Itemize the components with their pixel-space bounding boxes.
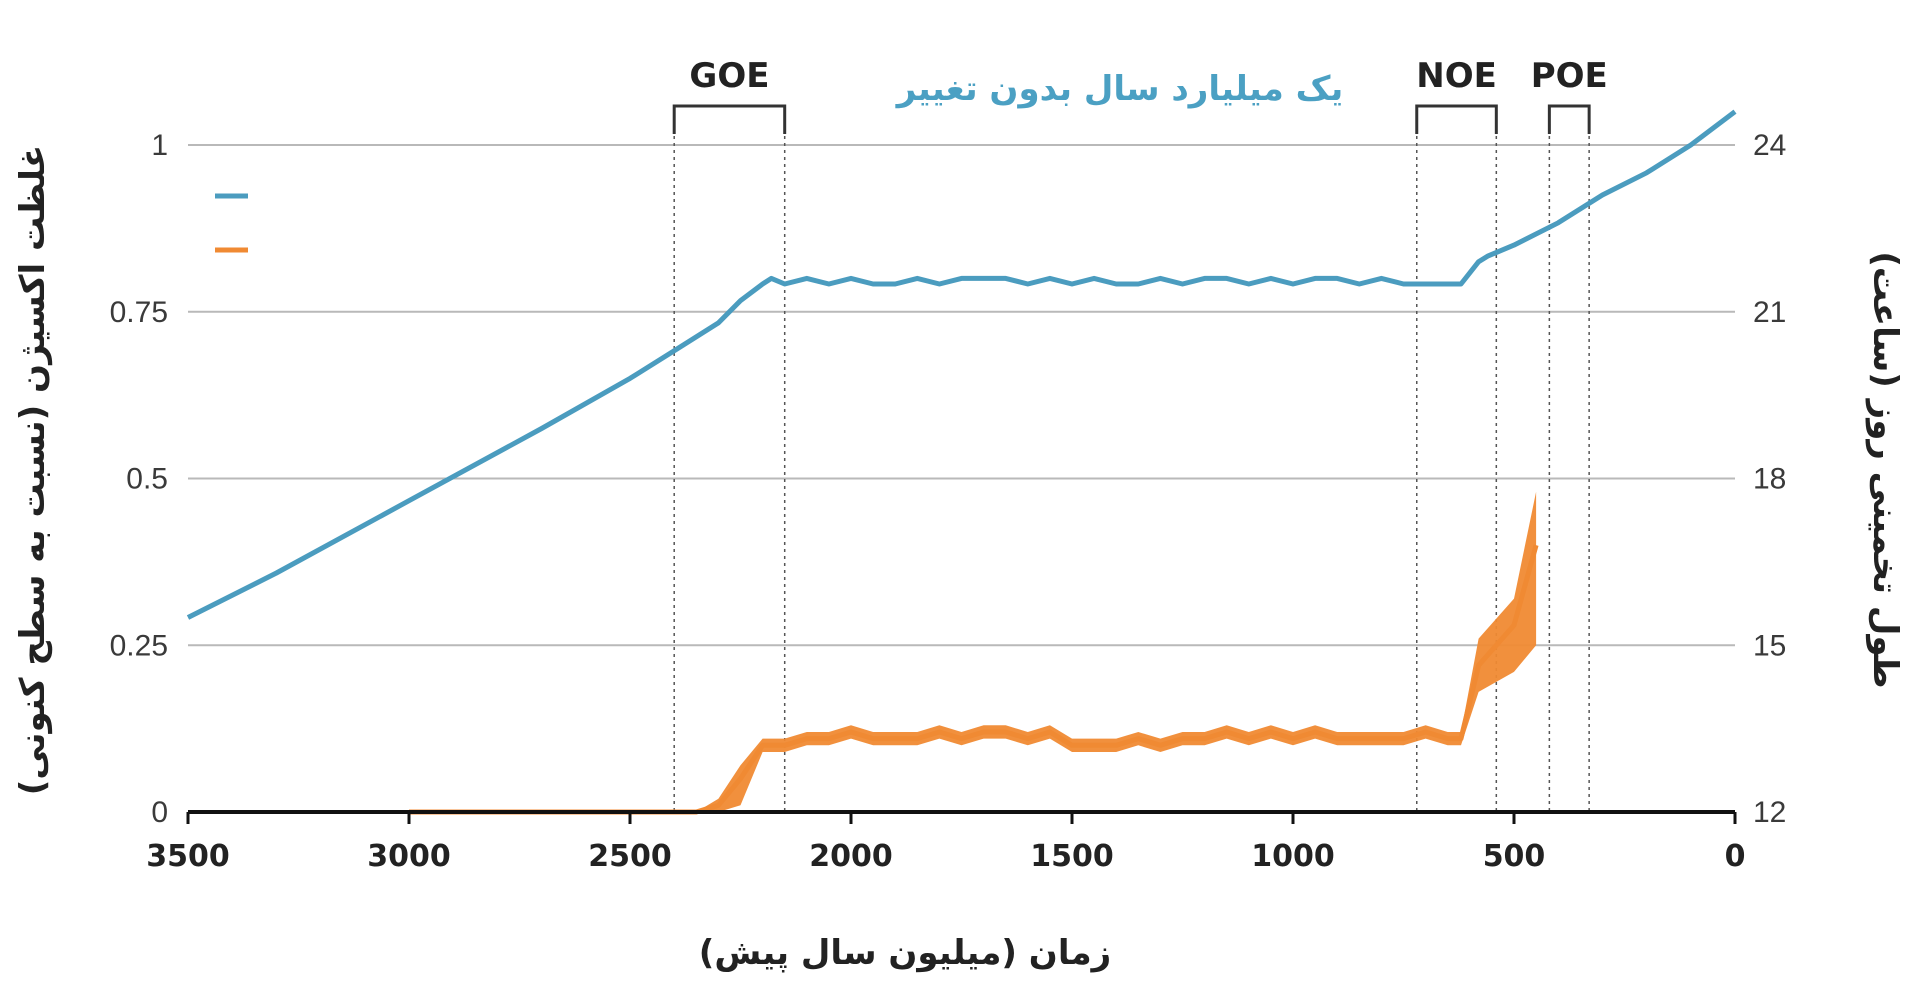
y-right-tick-label: 18 — [1753, 463, 1786, 496]
y-left-tick-label: 0.25 — [110, 629, 168, 662]
era-bracket — [672, 104, 787, 134]
y-left-tick-label: 1 — [151, 129, 168, 162]
x-tick-label: 2500 — [588, 839, 672, 874]
series-line — [409, 544, 1539, 815]
x-tick-label: 2000 — [809, 839, 893, 874]
era-label: NOE — [1416, 56, 1497, 96]
y-left-tick-label: 0 — [151, 796, 168, 829]
series-band — [409, 491, 1537, 812]
y-left-tick-label: 0.5 — [126, 463, 168, 496]
y-left-axis-title: غلظت اکسیژن (نسبت به سطح کنونی) — [13, 145, 53, 795]
x-tick-label: 3000 — [367, 839, 451, 874]
legend — [215, 193, 248, 253]
annotation-text: یک میلیارد سال بدون تغییر — [895, 69, 1344, 109]
grid-lines — [188, 144, 1735, 647]
y-left-tick-label: 0.75 — [110, 296, 168, 329]
x-tick-label: 3500 — [146, 839, 230, 874]
era-label: GOE — [689, 56, 769, 96]
y-right-axis-title: طول تخمینی روز (ساعت) — [1865, 251, 1905, 688]
era-label: POE — [1531, 56, 1608, 96]
era-bracket — [1415, 104, 1498, 134]
x-tick-label: 500 — [1483, 839, 1546, 874]
y-right-tick-label: 21 — [1753, 296, 1786, 329]
era-brackets: GOE NOE POE — [672, 56, 1608, 812]
series-line — [186, 109, 1737, 620]
x-tick-label: 0 — [1725, 839, 1746, 874]
y-right-tick-label: 15 — [1753, 629, 1786, 662]
data-series — [186, 109, 1737, 815]
x-tick-label: 1500 — [1030, 839, 1114, 874]
y-right-tick-label: 24 — [1753, 129, 1786, 162]
x-tick-label: 1000 — [1251, 839, 1335, 874]
era-bracket — [1547, 104, 1591, 134]
axes: 0 0.25 0.5 0.75 1 12 15 18 21 24 3500 3000 2500 2000 1… — [110, 129, 1787, 874]
x-axis-title: زمان (میلیون سال پیش) — [699, 933, 1111, 973]
y-right-tick-label: 12 — [1753, 796, 1786, 829]
